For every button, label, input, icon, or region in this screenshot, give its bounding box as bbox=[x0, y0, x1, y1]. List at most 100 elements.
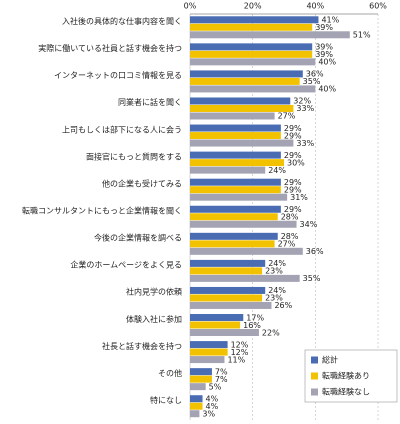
bar bbox=[190, 151, 281, 159]
bar bbox=[190, 58, 316, 66]
y-tick-label: 他の企業も受けてみる bbox=[102, 178, 182, 188]
bar bbox=[190, 267, 263, 275]
value-label: 33% bbox=[296, 139, 314, 148]
value-label: 12% bbox=[231, 340, 249, 349]
y-tick-label: 同業者に話を聞く bbox=[118, 97, 182, 107]
bar bbox=[190, 213, 278, 221]
y-tick-label: その他 bbox=[158, 368, 182, 378]
x-tick-label: 40% bbox=[306, 2, 324, 11]
bar bbox=[190, 220, 297, 228]
bar bbox=[190, 259, 266, 267]
bar bbox=[190, 205, 281, 213]
bar bbox=[190, 410, 200, 418]
bar bbox=[190, 77, 300, 85]
bar bbox=[190, 43, 313, 51]
bar bbox=[190, 97, 291, 105]
bar bbox=[190, 348, 228, 356]
bar bbox=[190, 16, 319, 24]
bar bbox=[190, 286, 266, 294]
value-label: 40% bbox=[318, 58, 336, 67]
bar bbox=[190, 124, 281, 132]
y-tick-label: 社長と話す機会を持つ bbox=[102, 341, 182, 351]
value-label: 27% bbox=[278, 240, 296, 249]
bar bbox=[190, 104, 294, 112]
bar bbox=[190, 383, 206, 391]
value-label: 29% bbox=[284, 131, 302, 140]
y-tick-label: インターネットの口コミ情報を見る bbox=[54, 70, 182, 80]
bar bbox=[190, 70, 303, 78]
value-label: 34% bbox=[300, 220, 318, 229]
legend-label: 総計 bbox=[322, 355, 338, 365]
bar bbox=[190, 50, 313, 58]
bar bbox=[190, 294, 263, 302]
bar bbox=[190, 247, 303, 255]
bar bbox=[190, 375, 212, 383]
y-tick-label: 社内見学の依頼 bbox=[126, 287, 182, 297]
value-label: 39% bbox=[315, 43, 333, 52]
y-tick-label: 体験入社に参加 bbox=[126, 314, 182, 324]
bar bbox=[190, 31, 350, 39]
bar bbox=[190, 166, 266, 174]
y-tick-label: 特になし bbox=[150, 395, 182, 405]
y-tick-label: 上司もしくは部下になる人に会う bbox=[62, 124, 182, 134]
value-label: 41% bbox=[321, 16, 339, 25]
value-label: 29% bbox=[284, 151, 302, 160]
bar bbox=[190, 240, 275, 248]
value-label: 36% bbox=[306, 247, 324, 256]
value-label: 3% bbox=[202, 409, 215, 418]
x-tick-label: 20% bbox=[244, 2, 262, 11]
value-label: 24% bbox=[268, 166, 286, 175]
value-label: 4% bbox=[206, 402, 219, 411]
bar bbox=[190, 321, 241, 329]
bar bbox=[190, 301, 272, 309]
value-label: 26% bbox=[274, 301, 292, 310]
bar bbox=[190, 314, 244, 322]
bar bbox=[190, 85, 316, 93]
legend-label: 転職経験あり bbox=[322, 371, 370, 381]
bar bbox=[190, 193, 288, 201]
y-tick-label: 面接官にもっと質問をする bbox=[86, 151, 182, 161]
value-label: 29% bbox=[284, 178, 302, 187]
legend-label: 転職経験なし bbox=[322, 387, 370, 397]
bar bbox=[190, 356, 225, 364]
value-label: 35% bbox=[303, 77, 321, 86]
value-label: 32% bbox=[293, 97, 311, 106]
value-label: 39% bbox=[315, 23, 333, 32]
bar bbox=[190, 329, 259, 337]
legend-swatch bbox=[311, 356, 318, 364]
value-label: 17% bbox=[246, 313, 264, 322]
legend-box bbox=[304, 349, 398, 403]
x-tick-label: 0% bbox=[184, 2, 197, 11]
bar bbox=[190, 395, 203, 403]
value-label: 30% bbox=[287, 158, 305, 167]
bar bbox=[190, 232, 278, 240]
value-label: 29% bbox=[284, 205, 302, 214]
value-label: 24% bbox=[268, 286, 286, 295]
bar bbox=[190, 159, 284, 167]
value-label: 22% bbox=[262, 328, 280, 337]
value-label: 36% bbox=[306, 70, 324, 79]
value-label: 28% bbox=[281, 213, 299, 222]
y-tick-label: 入社後の具体的な仕事内容を聞く bbox=[62, 16, 182, 26]
value-label: 12% bbox=[231, 348, 249, 357]
bar bbox=[190, 112, 275, 120]
bar bbox=[190, 178, 281, 186]
legend-swatch bbox=[311, 388, 318, 396]
value-label: 39% bbox=[315, 50, 333, 59]
value-label: 16% bbox=[243, 321, 261, 330]
value-label: 35% bbox=[303, 274, 321, 283]
y-tick-label: 実際に働いている社員と話す機会を持つ bbox=[38, 43, 182, 53]
value-label: 5% bbox=[209, 382, 222, 391]
value-label: 33% bbox=[296, 104, 314, 113]
bar bbox=[190, 341, 228, 349]
value-label: 27% bbox=[278, 112, 296, 121]
bar bbox=[190, 23, 313, 31]
bar bbox=[190, 139, 294, 147]
bar bbox=[190, 132, 281, 140]
bar bbox=[190, 274, 300, 282]
value-label: 23% bbox=[265, 267, 283, 276]
value-label: 4% bbox=[206, 394, 219, 403]
bar bbox=[190, 402, 203, 410]
